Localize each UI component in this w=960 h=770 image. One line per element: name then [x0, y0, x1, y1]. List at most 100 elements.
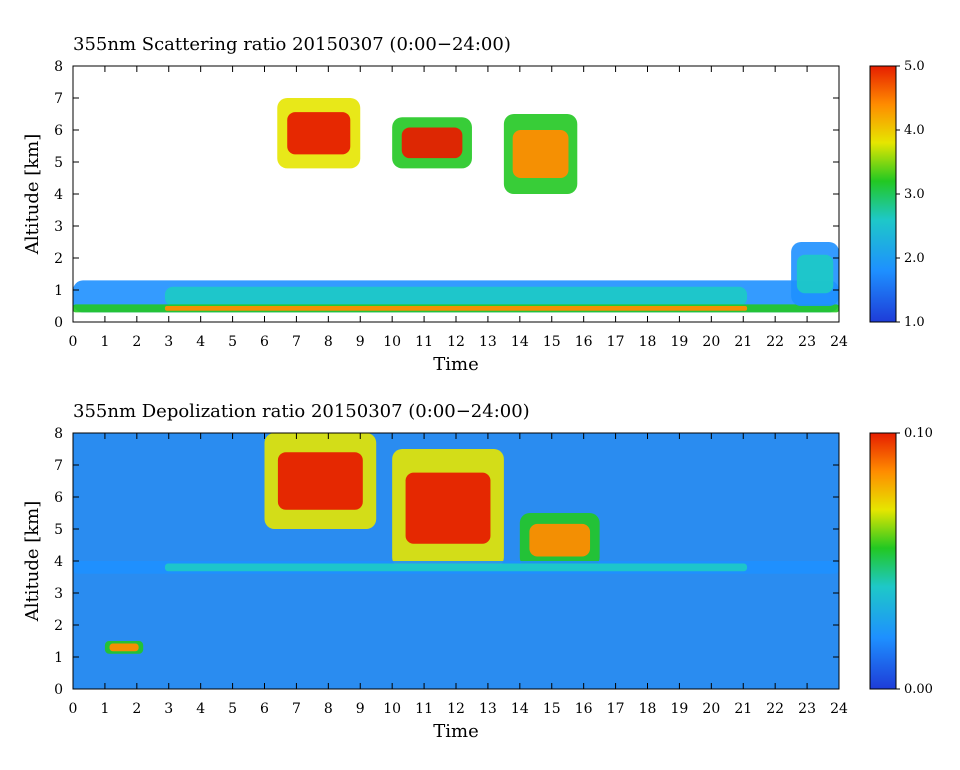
signal-core — [512, 130, 569, 178]
signal-core — [401, 127, 463, 159]
x-tick-label: 7 — [292, 334, 301, 350]
y-tick-label: 0 — [54, 682, 63, 698]
x-tick-label: 18 — [639, 701, 657, 717]
x-tick-label: 22 — [766, 701, 784, 717]
x-tick-label: 6 — [260, 334, 269, 350]
x-tick-label: 8 — [324, 334, 333, 350]
plot-area — [73, 66, 839, 322]
chart-title: 355nm Depolization ratio 20150307 (0:00−… — [73, 401, 530, 422]
signal-core — [287, 112, 351, 155]
y-tick-label: 1 — [54, 283, 63, 299]
x-tick-label: 12 — [447, 334, 465, 350]
colorbar-tick-label: 2.0 — [904, 251, 925, 266]
colorbar-tick-label: 0.00 — [904, 682, 933, 697]
y-tick-label: 5 — [54, 155, 63, 171]
x-tick-label: 4 — [196, 334, 205, 350]
signal-core — [109, 643, 139, 652]
depolization-ratio-chart: 355nm Depolization ratio 20150307 (0:00−… — [22, 401, 933, 742]
x-tick-label: 16 — [575, 701, 593, 717]
x-tick-label: 19 — [671, 334, 689, 350]
x-axis-ticks: 0 1 2 3 4 5 6 7 8 9 10 11 12 13 14 15 16 17 18 19 20 21 22 23 24 — [69, 433, 848, 717]
y-tick-label: 3 — [54, 586, 63, 602]
colorbar-tick-label: 1.0 — [904, 315, 925, 330]
x-tick-label: 3 — [164, 334, 173, 350]
colorbar-tick-label: 5.0 — [904, 59, 925, 74]
x-tick-label: 16 — [575, 334, 593, 350]
x-tick-label: 23 — [798, 701, 816, 717]
x-tick-label: 6 — [260, 701, 269, 717]
x-tick-label: 20 — [702, 701, 720, 717]
y-tick-label: 2 — [54, 251, 63, 267]
y-axis-ticks: 0 1 2 3 4 5 6 7 8 — [54, 59, 839, 331]
y-tick-label: 3 — [54, 219, 63, 235]
y-tick-label: 2 — [54, 618, 63, 634]
x-tick-label: 8 — [324, 701, 333, 717]
signal-core — [164, 306, 748, 311]
x-tick-label: 19 — [671, 701, 689, 717]
signal-core — [405, 472, 491, 544]
x-tick-label: 12 — [447, 701, 465, 717]
colorbar — [869, 432, 897, 690]
signal-core — [796, 254, 834, 294]
x-tick-label: 5 — [228, 701, 237, 717]
x-tick-label: 23 — [798, 334, 816, 350]
x-tick-label: 21 — [734, 701, 752, 717]
x-tick-label: 7 — [292, 701, 301, 717]
y-tick-label: 1 — [54, 650, 63, 666]
x-tick-label: 1 — [100, 334, 109, 350]
x-tick-label: 1 — [100, 701, 109, 717]
x-tick-label: 14 — [511, 701, 529, 717]
x-axis-ticks: 0 1 2 3 4 5 6 7 8 9 10 11 12 13 14 15 16 17 18 19 20 21 22 23 24 — [69, 66, 848, 350]
x-tick-label: 2 — [132, 701, 141, 717]
scattering-ratio-chart: 355nm Scattering ratio 20150307 (0:00−24… — [22, 34, 925, 375]
y-tick-label: 6 — [54, 123, 63, 139]
x-tick-label: 5 — [228, 334, 237, 350]
y-tick-label: 4 — [54, 554, 63, 570]
colorbar-tick-label: 3.0 — [904, 187, 925, 202]
x-tick-label: 0 — [69, 701, 78, 717]
signal-core — [164, 563, 748, 572]
x-tick-label: 24 — [830, 701, 848, 717]
x-tick-label: 20 — [702, 334, 720, 350]
x-tick-label: 24 — [830, 334, 848, 350]
x-tick-label: 9 — [356, 334, 365, 350]
y-tick-label: 7 — [54, 458, 63, 474]
chart-title: 355nm Scattering ratio 20150307 (0:00−24… — [73, 34, 511, 55]
x-axis-label: Time — [433, 354, 478, 375]
x-tick-label: 9 — [356, 701, 365, 717]
x-tick-label: 13 — [479, 701, 497, 717]
x-tick-label: 17 — [607, 701, 625, 717]
colorbar — [869, 65, 897, 323]
x-tick-label: 13 — [479, 334, 497, 350]
y-tick-label: 8 — [54, 59, 63, 75]
y-tick-label: 5 — [54, 522, 63, 538]
x-tick-label: 15 — [543, 701, 561, 717]
x-tick-label: 15 — [543, 334, 561, 350]
x-tick-label: 3 — [164, 701, 173, 717]
colorbar-tick-label: 4.0 — [904, 123, 925, 138]
x-axis-label: Time — [433, 721, 478, 742]
x-tick-label: 17 — [607, 334, 625, 350]
x-tick-label: 18 — [639, 334, 657, 350]
plot-area — [73, 433, 839, 689]
y-axis-label: Altitude [km] — [22, 501, 43, 623]
y-tick-label: 4 — [54, 187, 63, 203]
signal-core — [164, 286, 748, 306]
x-tick-label: 11 — [415, 701, 433, 717]
x-tick-label: 0 — [69, 334, 78, 350]
x-tick-label: 10 — [383, 334, 401, 350]
y-axis-ticks: 0 1 2 3 4 5 6 7 8 — [54, 426, 839, 698]
x-tick-label: 11 — [415, 334, 433, 350]
signal-core — [529, 523, 591, 557]
colorbar-ticks: 5.0 4.0 3.0 2.0 1.0 — [896, 59, 925, 330]
y-tick-label: 8 — [54, 426, 63, 442]
x-tick-label: 21 — [734, 334, 752, 350]
y-axis-label: Altitude [km] — [22, 134, 43, 256]
field-background — [73, 66, 839, 322]
x-tick-label: 14 — [511, 334, 529, 350]
colorbar-ticks: 0.10 0.00 — [896, 426, 933, 697]
y-tick-label: 7 — [54, 91, 63, 107]
signal-core — [277, 452, 363, 510]
x-tick-label: 4 — [196, 701, 205, 717]
